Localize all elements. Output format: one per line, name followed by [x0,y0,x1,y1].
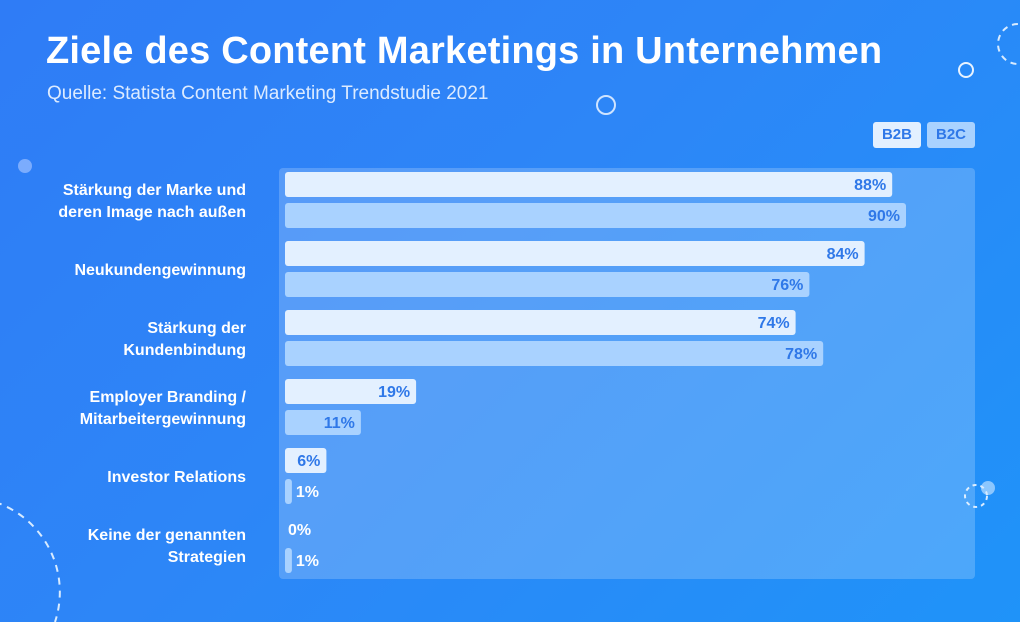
category-label: Stärkung der Kundenbindung [123,320,246,359]
bar-b2b [285,172,893,197]
bar-b2c [285,410,361,435]
data-label-b2c: 76% [771,277,803,294]
chart-subtitle: Quelle: Statista Content Marketing Trend… [47,83,489,104]
data-label-b2b: 0% [288,522,311,539]
bar-b2b [285,310,796,335]
data-label-b2c: 1% [296,484,319,501]
category-label: Employer Branding / Mitarbeitergewinnung [80,389,247,428]
data-label-b2c: 90% [868,208,900,225]
category-label: Stärkung der Marke und deren Image nach a… [58,182,246,221]
bar-b2c [285,341,824,366]
data-label-b2c: 11% [324,415,355,432]
category-label: Keine der genannten Strategien [88,527,246,566]
bar-b2c [285,548,292,573]
data-label-b2c: 1% [296,553,319,570]
chart-panel [279,168,975,579]
bar-b2b [285,379,417,404]
chart-title: Ziele des Content Marketings in Unterneh… [46,30,883,72]
data-label-b2b: 88% [854,177,886,194]
category-label: Investor Relations [107,469,246,486]
data-label-b2b: 19% [378,384,410,401]
data-label-b2c: 78% [785,346,817,363]
legend-item-b2b: B2B [872,122,921,148]
data-label-b2b: 84% [827,246,859,263]
legend: B2B B2C [872,122,975,148]
data-label-b2b: 74% [758,315,790,332]
bar-b2c [285,203,906,228]
bar-b2c [285,272,810,297]
category-label: Neukundengewinnung [74,262,246,279]
bar-b2b [285,241,865,266]
data-label-b2b: 6% [297,453,320,470]
bar-b2b [285,448,327,473]
legend-item-b2c: B2C [926,122,975,148]
bar-b2c [285,479,292,504]
